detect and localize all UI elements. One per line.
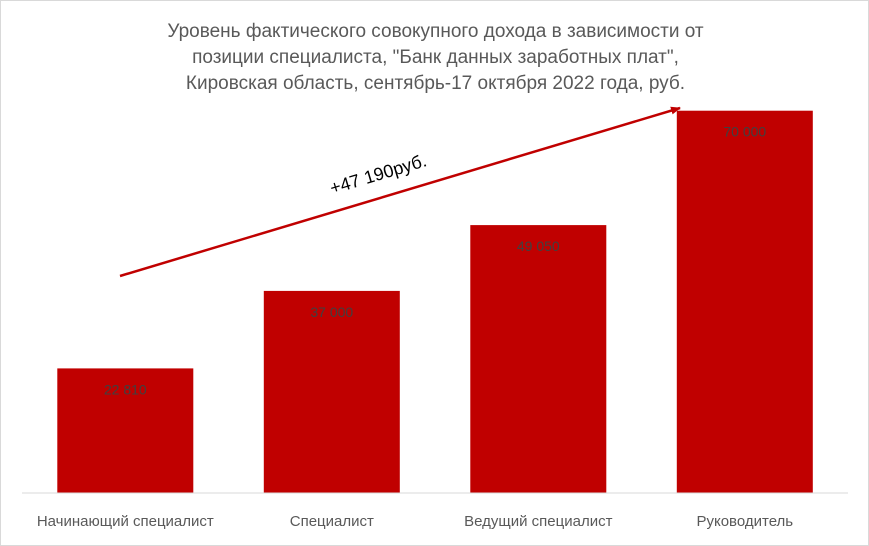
category-label-2: Специалист — [290, 513, 374, 530]
bar-value-label-3: 49 050 — [517, 238, 560, 254]
chart-title-line-2: позиции специалиста, "Банк данных зарабо… — [192, 47, 679, 68]
category-label-3: Ведущий специалист — [464, 513, 612, 530]
bar-value-label-1: 22 810 — [104, 381, 147, 397]
category-label-4: Руководитель — [696, 513, 793, 530]
bar-value-label-2: 37 000 — [310, 304, 353, 320]
bar-4 — [676, 110, 813, 493]
growth-annotation: +47 190руб. — [328, 150, 429, 198]
category-label-1: Начинающий специалист — [37, 513, 214, 530]
bar-1 — [57, 368, 194, 493]
bars-group: 22 810 37 000 49 050 70 000 — [57, 110, 813, 493]
bar-value-label-4: 70 000 — [723, 124, 766, 140]
chart-title-line-3: Кировская область, сентябрь-17 октября 2… — [185, 73, 686, 94]
growth-arrow — [119, 106, 681, 278]
bar-3 — [470, 225, 607, 493]
chart-title: Уровень фактического совокупного дохода … — [1, 19, 869, 97]
bar-2 — [263, 290, 400, 493]
chart-title-line-1: Уровень фактического совокупного дохода … — [167, 21, 704, 42]
